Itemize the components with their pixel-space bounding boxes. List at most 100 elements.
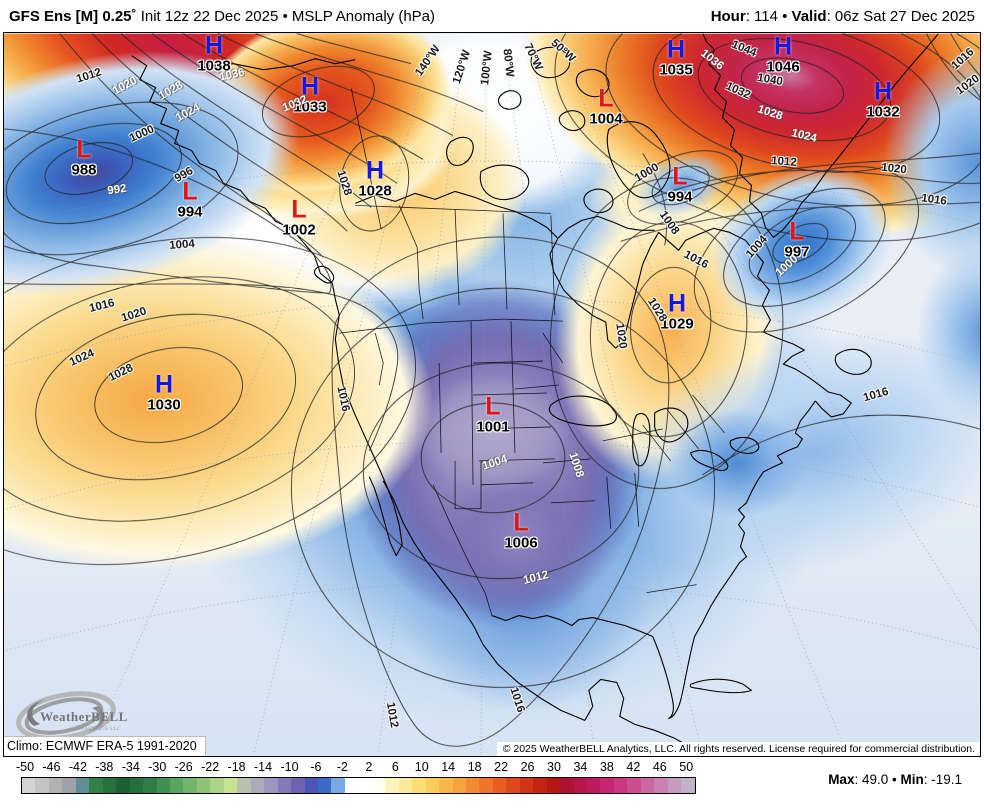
hour-label: Hour xyxy=(710,7,746,25)
model-name: GFS Ens [M] 0.25 xyxy=(9,7,132,25)
colorbar-segment xyxy=(196,778,211,793)
map-title: GFS Ens [M] 0.25˚ Init 12z 22 Dec 2025 •… xyxy=(9,8,435,25)
colorbar-segment xyxy=(35,778,49,793)
colorbar-tick: -26 xyxy=(174,760,193,774)
colorbar-tick: 22 xyxy=(494,760,509,774)
colorbar-tick: -2 xyxy=(336,760,348,774)
colorbar-segment xyxy=(102,778,117,793)
colorbar-segment xyxy=(465,778,480,793)
colorbar-segment xyxy=(519,778,534,793)
colorbar-segment xyxy=(291,778,305,793)
colorbar-segment xyxy=(627,778,641,793)
valid-time: Hour: 114 • Valid: 06z Sat 27 Dec 2025 xyxy=(711,8,975,25)
colorbar-segment xyxy=(62,778,76,793)
colorbar-segment xyxy=(264,778,278,793)
state-borders xyxy=(339,88,725,616)
colorbar-segment xyxy=(479,778,493,793)
min-value: : -19.1 xyxy=(923,772,962,787)
valid-value: : 06z Sat 27 Dec 2025 xyxy=(826,7,975,25)
colorbar-segment xyxy=(587,778,601,793)
climo-note: Climo: ECMWF ERA-5 1991-2020 xyxy=(4,736,206,756)
colorbar-tick: 38 xyxy=(599,760,614,774)
max-value: : 49.0 xyxy=(854,772,889,787)
colorbar-segment xyxy=(667,778,682,793)
colorbar-segment xyxy=(506,778,520,793)
colorbar-tick: -42 xyxy=(68,760,87,774)
max-min-readout: Max: 49.0 • Min: -19.1 xyxy=(828,772,962,787)
copyright-notice: © 2025 WeatherBELL Analytics, LLC. All r… xyxy=(496,742,980,756)
colorbar-segment xyxy=(600,778,614,793)
colorbar-segment xyxy=(317,778,332,793)
colorbar-footer: -50 -46 -42 -38 -34 -30 -26 -22 -18 -14 -10 -6 -2 2 6 1… xyxy=(0,757,984,808)
logo-text: WeatherBELL xyxy=(40,709,128,724)
colorbar-segment xyxy=(331,778,345,793)
colorbar-segment xyxy=(533,778,547,793)
colorbar-tick: -46 xyxy=(42,760,61,774)
degree-symbol: ˚ xyxy=(131,7,137,25)
colorbar-segment xyxy=(237,778,251,793)
colorbar-tick: -22 xyxy=(201,760,220,774)
graticule-lines xyxy=(4,45,980,756)
colorbar-segment xyxy=(546,778,561,793)
colorbar-segment xyxy=(654,778,668,793)
colorbar-tick-labels: -50 -46 -42 -38 -34 -30 -26 -22 -18 -14 -10 -6 -2 2 6 1… xyxy=(16,760,696,774)
logo-subtext: ANALYTICS LLC xyxy=(76,727,121,732)
colorbar-tick: 50 xyxy=(679,760,694,774)
colorbar-segment xyxy=(613,778,628,793)
max-label: Max xyxy=(828,772,855,787)
bullet-separator: • xyxy=(888,772,901,787)
colorbar-segment xyxy=(129,778,144,793)
colorbar-segment xyxy=(560,778,574,793)
colorbar-segment xyxy=(452,778,466,793)
colorbar-segment xyxy=(156,778,170,793)
colorbar-tick: 34 xyxy=(573,760,588,774)
colorbar-segment xyxy=(116,778,130,793)
colorbar-segment xyxy=(75,778,90,793)
colorbar-tick: -30 xyxy=(148,760,167,774)
colorbar-segment xyxy=(412,778,426,793)
colorbar-segment xyxy=(358,778,372,793)
valid-label: Valid xyxy=(791,7,827,25)
colorbar-tick: -6 xyxy=(310,760,322,774)
colorbar-segment xyxy=(385,778,399,793)
colorbar-segment xyxy=(439,778,453,793)
colorbar-segment xyxy=(398,778,413,793)
colorbar-segment xyxy=(277,778,292,793)
header-bar: GFS Ens [M] 0.25˚ Init 12z 22 Dec 2025 •… xyxy=(0,0,984,32)
colorbar-tick: -10 xyxy=(280,760,299,774)
colorbar-segment xyxy=(344,778,359,793)
coastlines xyxy=(131,33,939,755)
colorbar-segment xyxy=(304,778,318,793)
colorbar-tick: 10 xyxy=(414,760,429,774)
colorbar-segment xyxy=(22,778,36,793)
colorbar-tick: 14 xyxy=(441,760,456,774)
colorbar-segment xyxy=(681,778,695,793)
colorbar-segment xyxy=(425,778,440,793)
colorbar-tick: 42 xyxy=(626,760,641,774)
colorbar xyxy=(21,777,696,794)
colorbar-tick: -34 xyxy=(121,760,140,774)
colorbar-segment xyxy=(640,778,655,793)
colorbar-segment xyxy=(48,778,63,793)
colorbar-segment xyxy=(492,778,507,793)
colorbar-tick: 18 xyxy=(467,760,482,774)
colorbar-segment xyxy=(250,778,265,793)
colorbar-segment xyxy=(210,778,224,793)
weatherbell-logo: WeatherBELL ANALYTICS LLC xyxy=(16,691,128,741)
colorbar-segment xyxy=(169,778,184,793)
colorbar-segment xyxy=(89,778,103,793)
colorbar-segment xyxy=(183,778,197,793)
colorbar-segment xyxy=(143,778,157,793)
colorbar-segment xyxy=(223,778,238,793)
title-detail: Init 12z 22 Dec 2025 • MSLP Anomaly (hPa… xyxy=(136,7,436,25)
map-canvas: H 1038 H 1033 L 988 L 994 L 1002 H 1028 L 1004 H 1035 H 1… xyxy=(3,32,981,757)
colorbar-segment xyxy=(573,778,588,793)
colorbar-tick: 30 xyxy=(547,760,561,774)
colorbar-tick: 46 xyxy=(652,760,667,774)
isobar-contours xyxy=(4,33,980,747)
colorbar-tick: 2 xyxy=(365,760,373,774)
colorbar-tick: -18 xyxy=(227,760,246,774)
colorbar-tick: -50 xyxy=(15,760,35,774)
colorbar-tick: 26 xyxy=(520,760,535,774)
